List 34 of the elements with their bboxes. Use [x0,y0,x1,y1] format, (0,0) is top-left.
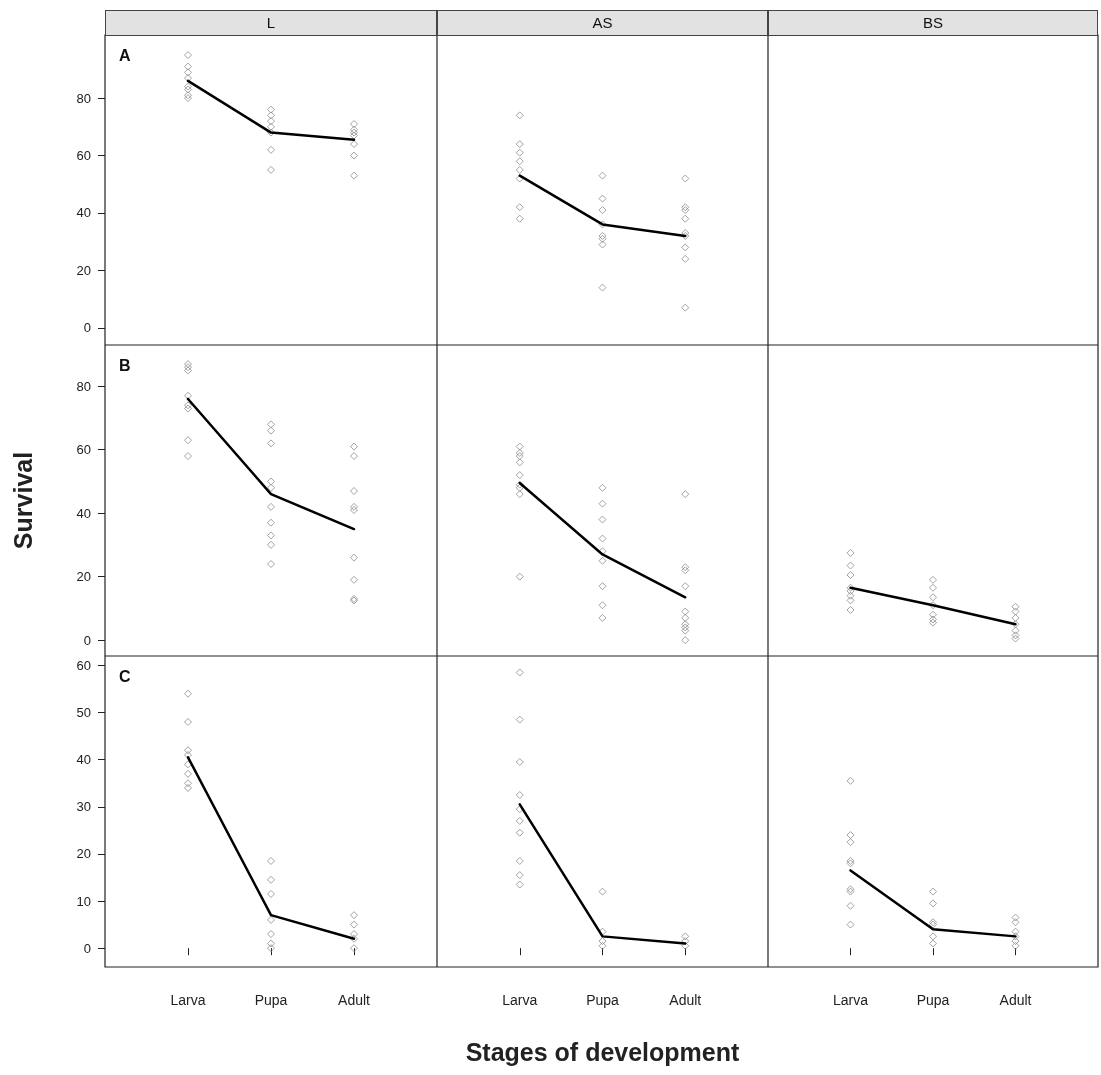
annotation: C [119,667,131,685]
x-tick-label: Adult [669,992,702,1008]
y-tick-label: 60 [76,148,91,164]
annotation: A [119,46,131,64]
y-tick-label: 80 [76,378,91,394]
annotation: B [119,356,131,374]
chart-title: L [105,10,437,36]
x-tick-label: Adult [999,992,1032,1008]
chart-title: AS [437,10,768,36]
y-tick-label: 40 [76,505,91,521]
y-tick-label: 0 [83,632,91,648]
y-tick-label: 0 [83,320,91,336]
y-tick-label: 40 [76,752,91,768]
x-tick-label: Pupa [586,992,620,1008]
x-tick-label: Larva [170,992,206,1008]
x-tick-label: Larva [832,992,869,1008]
y-tick-label: 50 [76,705,91,721]
y-tick-label: 10 [76,893,91,909]
x-tick-label: Adult [338,992,371,1008]
x-tick-label: Larva [502,992,538,1008]
y-tick-label: 40 [76,205,91,221]
y-tick-label: 20 [76,262,91,278]
x-tick-label: Pupa [916,992,950,1008]
y-tick-label: 80 [76,90,91,106]
y-tick-label: 30 [76,799,91,815]
y-tick-label: 60 [76,442,91,458]
y-tick-label: 20 [76,846,91,862]
chart-title: BS [768,10,1098,36]
x-tick-label: Pupa [254,992,288,1008]
y-axis-title: Survival [8,451,37,550]
y-tick-label: 60 [76,657,91,673]
y-tick-label: 20 [76,569,91,585]
x-axis-title: Stages of development [465,1037,741,1066]
y-tick-label: 0 [83,940,91,956]
